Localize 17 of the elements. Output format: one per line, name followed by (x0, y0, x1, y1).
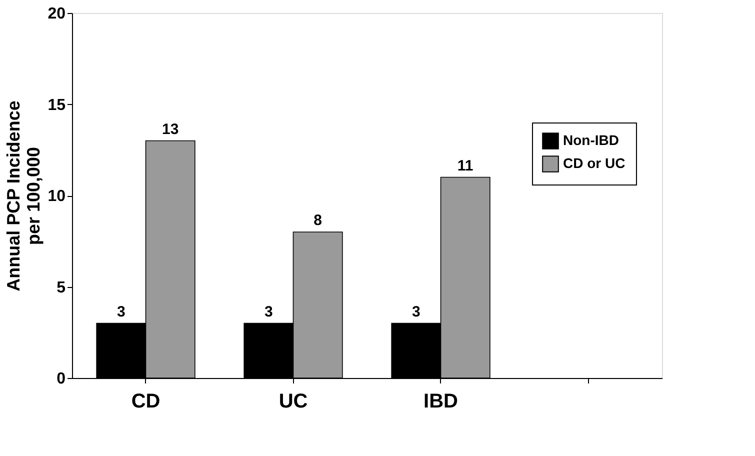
data-label: 11 (457, 157, 474, 174)
y-tick-label: 0 (56, 370, 66, 388)
y-tick-label: 20 (48, 6, 66, 22)
x-tick-label: UC (278, 390, 308, 412)
data-label: 3 (264, 303, 273, 320)
x-tick-label: CD (131, 390, 160, 412)
legend-label: CD or UC (563, 155, 626, 171)
y-tick-label: 10 (48, 188, 66, 205)
data-label: 3 (116, 303, 126, 320)
y-tick-label: 15 (48, 96, 66, 114)
data-label: 8 (314, 212, 322, 229)
y-axis-title: Annual PCP Incidence per 100,000 (4, 100, 44, 292)
data-label: 13 (162, 120, 179, 138)
y-tick-label: 5 (56, 279, 66, 296)
data-label: 3 (412, 303, 420, 320)
x-tick-label: IBD (424, 390, 458, 412)
legend-label: Non-IBD (563, 132, 619, 148)
